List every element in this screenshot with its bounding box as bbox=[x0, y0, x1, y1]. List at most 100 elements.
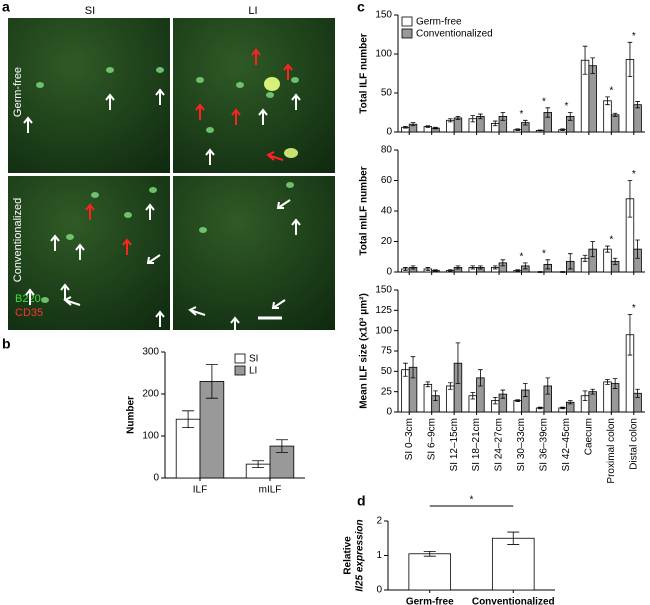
arrow bbox=[231, 108, 241, 125]
error-bar bbox=[205, 364, 218, 399]
follicle bbox=[106, 67, 114, 73]
y-tick-label: 0 bbox=[153, 473, 159, 484]
row-label: Conventionalized bbox=[12, 198, 24, 282]
y-tick-label: 100 bbox=[142, 431, 159, 442]
x-tick-label: SI 30–33cm bbox=[516, 418, 527, 471]
arrow bbox=[50, 234, 60, 251]
follicle bbox=[66, 234, 74, 240]
arrow bbox=[195, 103, 205, 120]
y-tick-label: 50 bbox=[381, 366, 393, 377]
follicle bbox=[124, 212, 132, 218]
error-bar bbox=[448, 118, 453, 123]
error-bar bbox=[567, 253, 573, 270]
bar bbox=[633, 104, 642, 133]
y-tick-label: 0 bbox=[386, 267, 392, 278]
error-bar bbox=[567, 112, 573, 121]
error-bar bbox=[433, 269, 438, 272]
error-bar bbox=[410, 122, 416, 127]
arrow bbox=[63, 296, 81, 306]
error-bar bbox=[433, 126, 438, 130]
legend-swatch bbox=[234, 365, 246, 376]
error-bar bbox=[492, 120, 498, 127]
significance: * bbox=[520, 251, 524, 262]
error-bar bbox=[523, 262, 528, 270]
row-label: Germ-free bbox=[12, 67, 24, 117]
follicle bbox=[284, 148, 298, 158]
y-tick-label: 150 bbox=[375, 285, 392, 296]
significance: * bbox=[470, 495, 474, 506]
error-bar bbox=[582, 390, 588, 402]
error-bar bbox=[612, 257, 618, 265]
bar bbox=[446, 385, 455, 413]
x-tick-label: mILF bbox=[259, 485, 282, 496]
column-label: LI bbox=[248, 5, 257, 17]
y-tick-label: 125 bbox=[375, 305, 392, 316]
x-tick-label: SI 18–21cm bbox=[471, 418, 482, 471]
error-bar bbox=[582, 45, 588, 75]
y-tick-label: 80 bbox=[381, 145, 393, 156]
error-bar bbox=[582, 254, 588, 262]
micrograph bbox=[173, 176, 335, 330]
x-tick-label: Proximal colon bbox=[606, 418, 617, 484]
significance: * bbox=[632, 303, 636, 314]
error-bar bbox=[252, 460, 265, 468]
legend-label: Germ-free bbox=[416, 17, 462, 28]
follicle bbox=[91, 192, 99, 198]
panel-label: c bbox=[357, 0, 365, 15]
bar bbox=[513, 400, 522, 413]
error-bar bbox=[470, 392, 476, 400]
error-bar bbox=[560, 406, 565, 410]
error-bar bbox=[478, 113, 483, 120]
arrow bbox=[60, 283, 70, 300]
arrow bbox=[251, 48, 261, 65]
stain-label: CD35 bbox=[15, 307, 43, 319]
significance: * bbox=[632, 169, 636, 180]
arrow bbox=[230, 316, 240, 333]
bar bbox=[408, 553, 452, 591]
bar bbox=[491, 537, 535, 591]
y-tick-label: 20 bbox=[381, 236, 393, 247]
arrow bbox=[122, 238, 132, 255]
error-bar bbox=[567, 400, 573, 405]
arrow bbox=[271, 299, 286, 309]
y-axis-label: Total ILF number bbox=[359, 33, 370, 113]
error-bar bbox=[478, 369, 483, 387]
arrow bbox=[266, 151, 284, 161]
legend-label: SI bbox=[249, 354, 258, 365]
y-tick-label: 100 bbox=[375, 325, 392, 336]
legend-swatch bbox=[234, 353, 246, 364]
arrow bbox=[75, 243, 85, 260]
micrograph bbox=[8, 18, 170, 173]
error-bar bbox=[612, 378, 618, 389]
error-bar bbox=[605, 96, 610, 106]
error-bar bbox=[635, 101, 640, 109]
error-bar bbox=[425, 125, 431, 128]
arrow bbox=[276, 199, 291, 209]
follicle bbox=[156, 67, 164, 73]
y-tick-label: 60 bbox=[381, 175, 393, 186]
y-axis-label: Relative bbox=[343, 536, 354, 575]
y-axis-label: Number bbox=[126, 396, 137, 434]
y-tick-label: 2 bbox=[376, 516, 382, 527]
x-tick-label: SI 36–39cm bbox=[539, 418, 550, 471]
arrow bbox=[205, 148, 215, 165]
arrow bbox=[23, 116, 33, 133]
y-tick-label: 25 bbox=[381, 386, 393, 397]
y-tick-label: 40 bbox=[381, 206, 393, 217]
error-bar bbox=[545, 107, 551, 118]
error-bar bbox=[545, 259, 551, 270]
significance: * bbox=[520, 109, 524, 120]
x-tick-label: SI 12–15cm bbox=[449, 418, 460, 471]
y-tick-label: 0 bbox=[386, 127, 392, 138]
error-bar bbox=[612, 112, 618, 117]
arrow bbox=[155, 310, 165, 327]
panel-label: d bbox=[357, 493, 366, 509]
follicle bbox=[196, 77, 204, 83]
follicle bbox=[264, 77, 280, 91]
error-bar bbox=[537, 129, 543, 132]
error-bar bbox=[590, 241, 595, 258]
x-tick-label: Germ-free bbox=[406, 597, 454, 605]
error-bar bbox=[537, 406, 543, 410]
follicle bbox=[199, 227, 207, 233]
arrow bbox=[105, 93, 115, 110]
